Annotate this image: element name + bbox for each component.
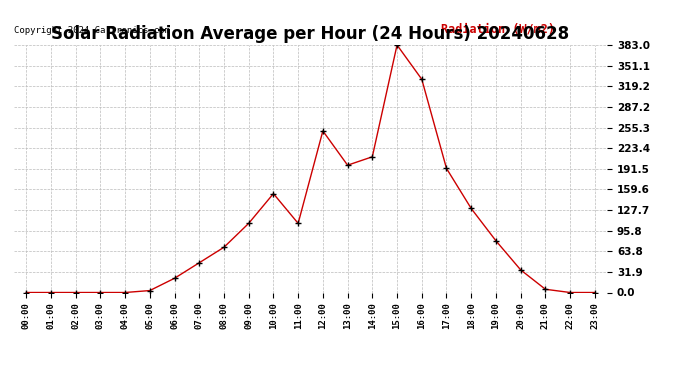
Text: Copyright 2024 Cartronics.com: Copyright 2024 Cartronics.com: [14, 26, 170, 35]
Text: Radiation (W/m2): Radiation (W/m2): [441, 22, 555, 35]
Title: Solar Radiation Average per Hour (24 Hours) 20240628: Solar Radiation Average per Hour (24 Hou…: [52, 26, 569, 44]
